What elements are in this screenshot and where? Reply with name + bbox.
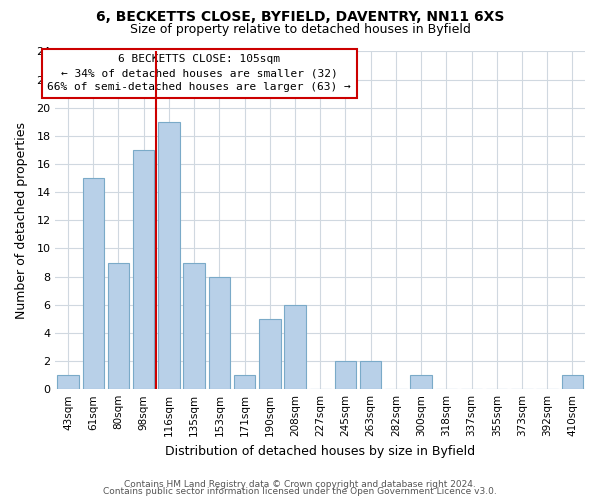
- Bar: [108, 262, 129, 389]
- Bar: [133, 150, 154, 389]
- Text: Size of property relative to detached houses in Byfield: Size of property relative to detached ho…: [130, 22, 470, 36]
- Bar: [58, 375, 79, 389]
- Text: 6 BECKETTS CLOSE: 105sqm
← 34% of detached houses are smaller (32)
66% of semi-d: 6 BECKETTS CLOSE: 105sqm ← 34% of detach…: [47, 54, 351, 92]
- Bar: [234, 375, 255, 389]
- X-axis label: Distribution of detached houses by size in Byfield: Distribution of detached houses by size …: [165, 444, 475, 458]
- Bar: [284, 305, 306, 389]
- Y-axis label: Number of detached properties: Number of detached properties: [15, 122, 28, 319]
- Bar: [158, 122, 179, 389]
- Text: Contains public sector information licensed under the Open Government Licence v3: Contains public sector information licen…: [103, 488, 497, 496]
- Text: 6, BECKETTS CLOSE, BYFIELD, DAVENTRY, NN11 6XS: 6, BECKETTS CLOSE, BYFIELD, DAVENTRY, NN…: [96, 10, 504, 24]
- Bar: [562, 375, 583, 389]
- Text: Contains HM Land Registry data © Crown copyright and database right 2024.: Contains HM Land Registry data © Crown c…: [124, 480, 476, 489]
- Bar: [83, 178, 104, 389]
- Bar: [184, 262, 205, 389]
- Bar: [410, 375, 432, 389]
- Bar: [335, 361, 356, 389]
- Bar: [209, 276, 230, 389]
- Bar: [259, 319, 281, 389]
- Bar: [360, 361, 382, 389]
